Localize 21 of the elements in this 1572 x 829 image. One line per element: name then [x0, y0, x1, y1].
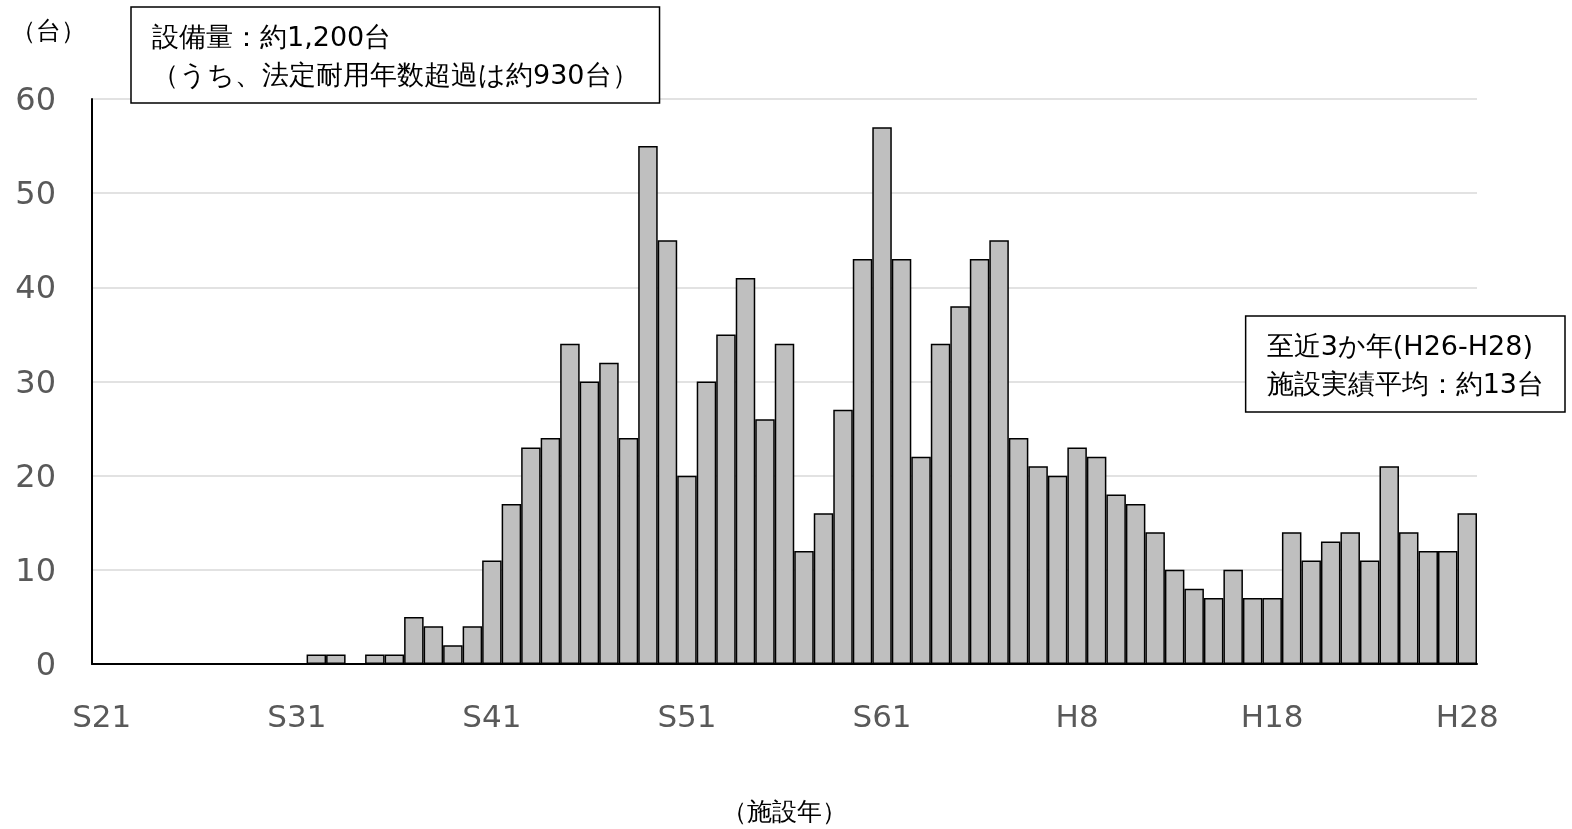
y-axis-title: （台） — [11, 16, 86, 45]
text: 設備量：約1,200台 — [152, 20, 392, 52]
x-tick-label: H28 — [1435, 697, 1499, 734]
text: （うち、法定耐用年数超過は約930台） — [152, 58, 639, 90]
y-tick-label: 10 — [15, 550, 56, 589]
x-axis-title: （施設年） — [722, 797, 847, 826]
annotation: 施設実績平均：約13台 — [1266, 367, 1544, 399]
y-tick-label: 30 — [15, 362, 56, 401]
x-tick-label: S21 — [72, 697, 132, 734]
y-tick-label: 40 — [15, 268, 56, 307]
x-tick-label: S31 — [267, 697, 327, 734]
y-tick-label: 20 — [15, 456, 56, 495]
x-tick-label: S51 — [657, 697, 717, 734]
x-tick-label: S41 — [462, 697, 522, 734]
y-tick-label: 60 — [15, 80, 56, 118]
y-tick-label: 0 — [35, 645, 56, 683]
x-tick-label: H8 — [1055, 697, 1099, 734]
x-tick-label: H18 — [1240, 697, 1304, 734]
annotation: 至近3か年(H26-H28) — [1266, 329, 1533, 361]
y-tick-label: 50 — [15, 174, 56, 213]
x-tick-label: S61 — [852, 697, 912, 734]
